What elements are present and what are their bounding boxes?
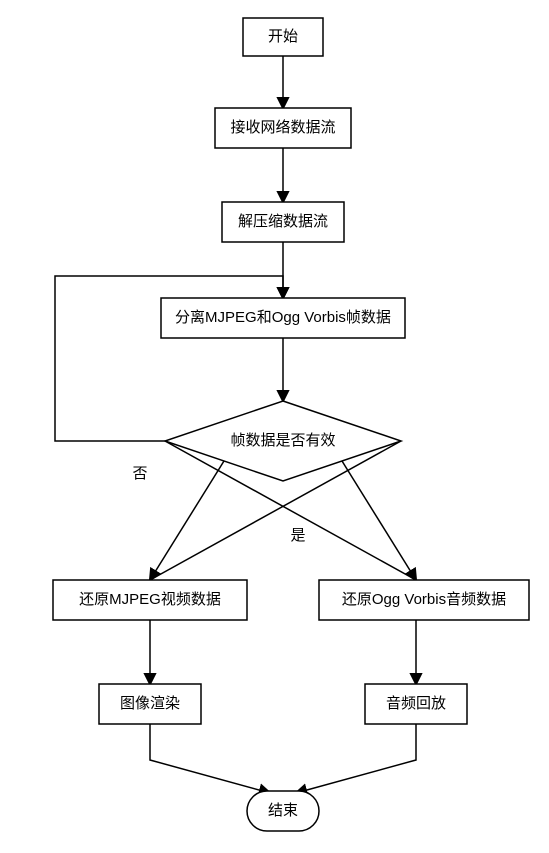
edge-decision-vorbis [342,461,416,580]
node-end: 结束 [247,791,319,831]
node-recv-label: 接收网络数据流 [230,119,335,136]
node-decomp: 解压缩数据流 [222,202,344,242]
edge-render-end [150,724,270,793]
node-mjpeg-label: 还原MJPEG视频数据 [79,591,221,608]
node-recv: 接收网络数据流 [215,108,351,148]
node-decision-label: 帧数据是否有效 [230,432,335,449]
edge-decision-mjpeg [150,461,224,580]
node-split-label: 分离MJPEG和Ogg Vorbis帧数据 [175,309,391,326]
node-vorbis: 还原Ogg Vorbis音频数据 [319,580,529,620]
node-decomp-label: 解压缩数据流 [238,213,328,230]
node-render: 图像渲染 [99,684,201,724]
edge-label-yes: 是 [290,527,305,544]
node-playback: 音频回放 [365,684,467,724]
node-vorbis-label: 还原Ogg Vorbis音频数据 [342,591,506,608]
node-decision: 帧数据是否有效 [165,401,401,481]
edge-label-no: 否 [132,465,147,482]
node-end-label: 结束 [268,802,298,819]
edge-playback-end [296,724,416,793]
node-start: 开始 [243,18,323,56]
node-render-label: 图像渲染 [120,695,180,712]
node-start-label: 开始 [268,28,298,45]
node-split: 分离MJPEG和Ogg Vorbis帧数据 [161,298,405,338]
node-mjpeg: 还原MJPEG视频数据 [53,580,247,620]
node-playback-label: 音频回放 [386,695,446,712]
